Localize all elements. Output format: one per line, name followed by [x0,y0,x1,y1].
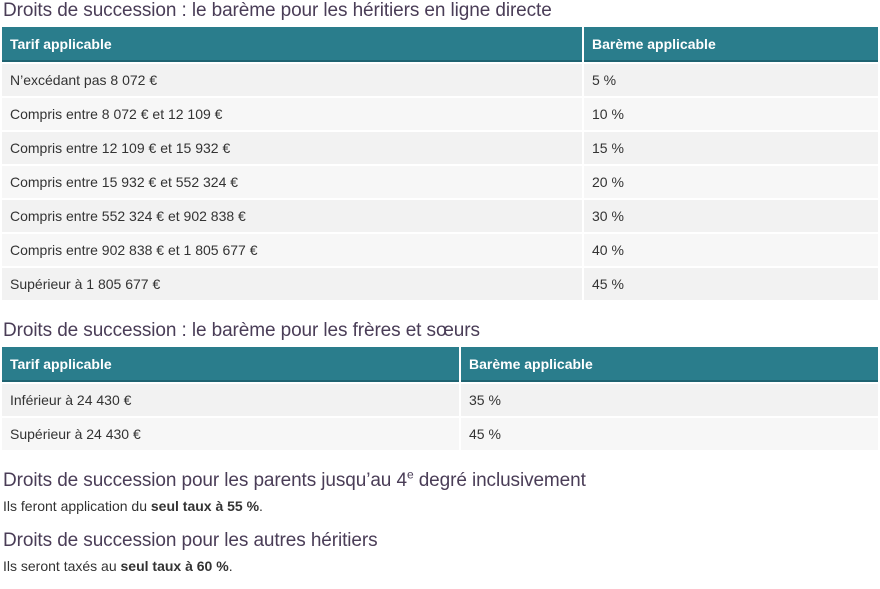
rate-table: Tarif applicable Barème applicable N’excéd… [0,25,880,302]
rate-cell: 10 % [584,98,878,130]
title-part: Droits de succession pour les parents ju… [3,470,407,491]
table-section: Droits de succession : le barème pour le… [0,320,880,452]
header-cell: Barème applicable [584,27,878,62]
section-title: Droits de succession : le barème pour le… [3,320,480,341]
text-part: seul taux à 55 % [150,498,260,514]
rate-cell: 40 % [584,234,878,266]
table-row: Supérieur à 24 430 €45 % [2,418,878,450]
rate-table: Tarif applicable Barème applicable Inférie… [0,345,880,452]
header-cell: Tarif applicable [2,27,582,62]
bracket-cell: Inférieur à 24 430 € [2,384,459,416]
table-row: Compris entre 12 109 € et 15 932 €15 % [2,132,878,164]
table-row: Supérieur à 1 805 677 €45 % [2,268,878,300]
rate-cell: 35 % [461,384,878,416]
text-part: . [259,498,263,514]
table-row: N’excédant pas 8 072 €5 % [2,64,878,96]
bracket-cell: Compris entre 12 109 € et 15 932 € [2,132,582,164]
text-part: Ils seront taxés au [3,558,121,574]
bracket-cell: Compris entre 902 838 € et 1 805 677 € [2,234,582,266]
text-part: . [228,558,233,574]
rate-cell: 20 % [584,166,878,198]
table-row: Compris entre 8 072 € et 12 109 €10 % [2,98,878,130]
note-section: Droits de succession pour les autres hér… [0,530,880,575]
rate-cell: 45 % [584,268,878,300]
rate-cell: 5 % [584,64,878,96]
title-part: e [406,467,414,482]
table-row: Inférieur à 24 430 €35 % [2,384,878,416]
bracket-cell: N’excédant pas 8 072 € [2,64,582,96]
bracket-cell: Supérieur à 24 430 € [2,418,459,450]
title-part: Droits de succession pour les autres hér… [3,530,378,551]
rate-cell: 45 % [461,418,878,450]
table-section: Droits de succession : le barème pour le… [0,0,880,302]
header-row: Tarif applicable Barème applicable [2,27,878,62]
bracket-cell: Compris entre 8 072 € et 12 109 € [2,98,582,130]
header-row: Tarif applicable Barème applicable [2,347,878,382]
text-part: seul taux à 60 % [120,558,229,574]
note-text: Ils seront taxés au seul taux à 60 %. [0,557,880,575]
rate-cell: 15 % [584,132,878,164]
note-title: Droits de succession pour les parents ju… [0,467,880,492]
note-title: Droits de succession pour les autres hér… [0,530,880,552]
note-text: Ils feront application du seul taux à 55… [0,497,880,515]
rate-cell: 30 % [584,200,878,232]
header-cell: Tarif applicable [2,347,459,382]
bracket-cell: Supérieur à 1 805 677 € [2,268,582,300]
table-row: Compris entre 552 324 € et 902 838 €30 % [2,200,878,232]
title-part: degré inclusivement [413,470,586,491]
table-row: Compris entre 15 932 € et 552 324 €20 % [2,166,878,198]
header-cell: Barème applicable [461,347,878,382]
table-row: Compris entre 902 838 € et 1 805 677 €40… [2,234,878,266]
bracket-cell: Compris entre 15 932 € et 552 324 € [2,166,582,198]
bracket-cell: Compris entre 552 324 € et 902 838 € [2,200,582,232]
text-part: Ils feront application du [3,498,151,514]
note-section: Droits de succession pour les parents ju… [0,467,880,515]
section-title: Droits de succession : le barème pour le… [3,0,552,21]
